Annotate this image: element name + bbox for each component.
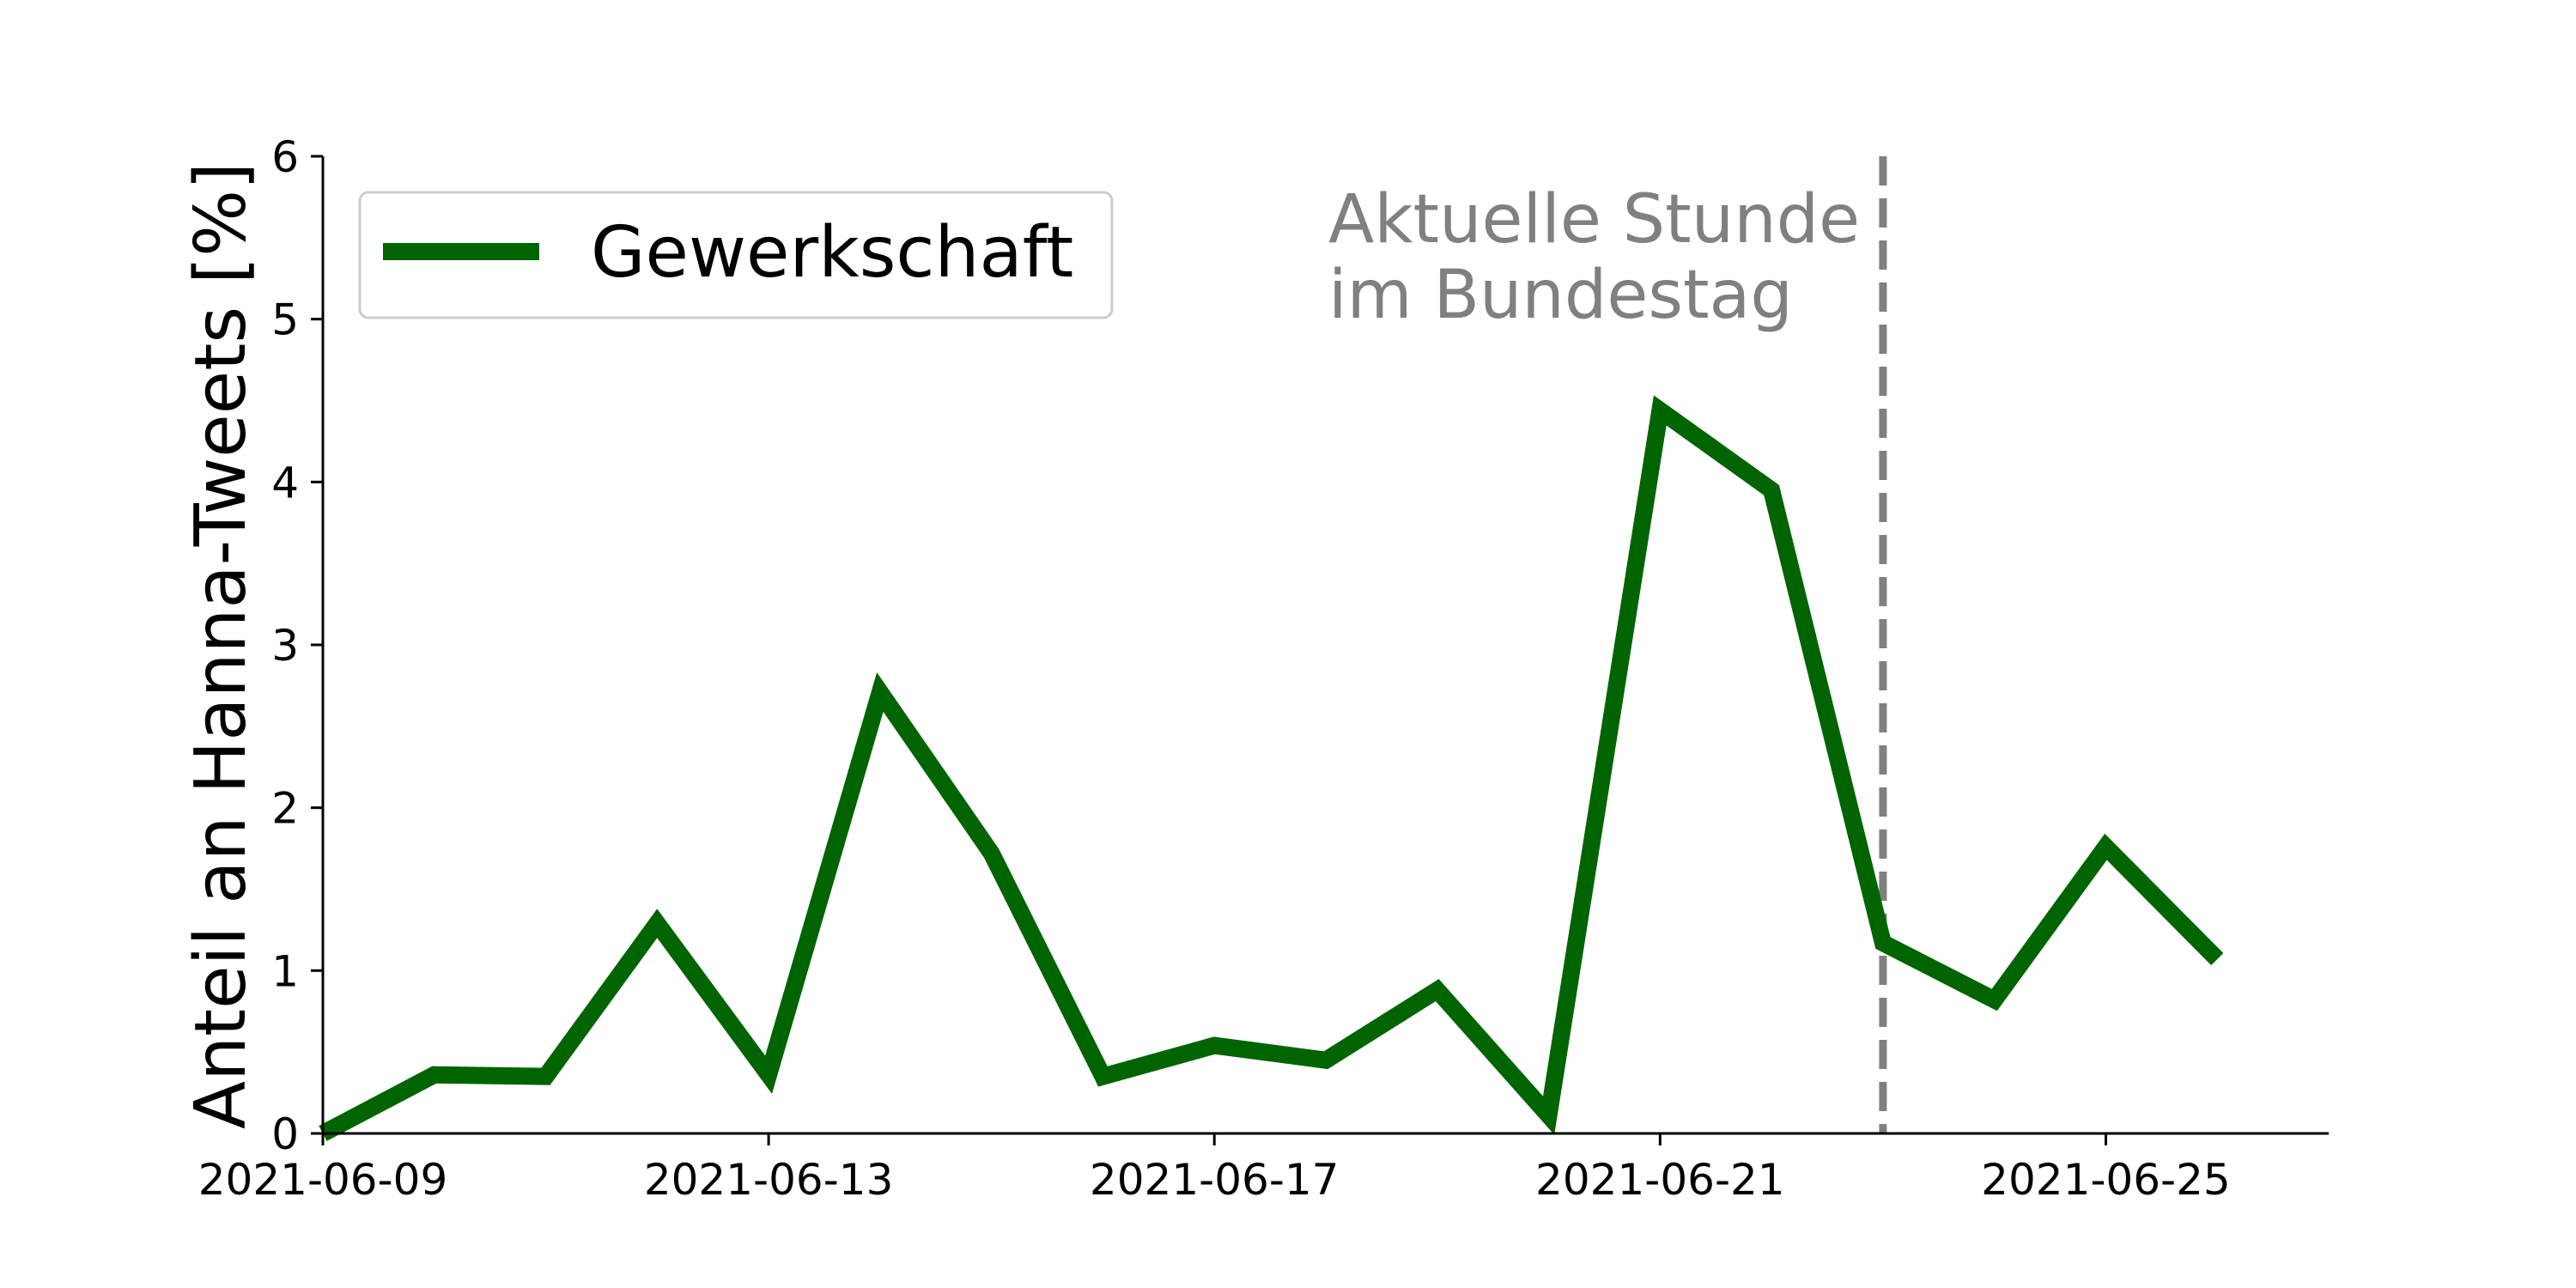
annotation: Aktuelle Stunde im Bundestag <box>1328 181 1860 334</box>
y-tick-label-2: 2 <box>271 784 299 834</box>
series-line-gewerkschaft <box>319 395 2224 1141</box>
y-tick-label-4: 4 <box>271 458 299 507</box>
x-tick-label-2021-06-09: 2021-06-09 <box>198 1155 448 1205</box>
y-axis-title: Anteil an Hanna-Tweets [%] <box>180 162 262 1129</box>
y-tick-label-6: 6 <box>271 132 299 182</box>
x-tick-label-2021-06-17: 2021-06-17 <box>1090 1155 1340 1205</box>
chart-marks: 0 1 2 3 4 5 6 2021-06-09 2021-06-13 2021-06-17 202… <box>198 132 2329 1205</box>
x-tick-label-2021-06-13: 2021-06-13 <box>644 1155 894 1205</box>
y-tick-label-0: 0 <box>271 1109 299 1159</box>
y-tick-label-5: 5 <box>271 295 299 345</box>
annotation-line-1: Aktuelle Stunde <box>1328 181 1860 258</box>
annotation-line-2: im Bundestag <box>1328 257 1793 334</box>
y-tick-label-3: 3 <box>271 621 299 671</box>
x-tick-label-2021-06-25: 2021-06-25 <box>1981 1155 2231 1205</box>
legend: Gewerkschaft <box>358 191 1114 319</box>
legend-frame <box>358 191 1114 319</box>
y-tick-label-1: 1 <box>271 946 299 996</box>
x-tick-label-2021-06-21: 2021-06-21 <box>1535 1155 1785 1205</box>
legend-label-gewerkschaft: Gewerkschaft <box>591 212 1073 294</box>
